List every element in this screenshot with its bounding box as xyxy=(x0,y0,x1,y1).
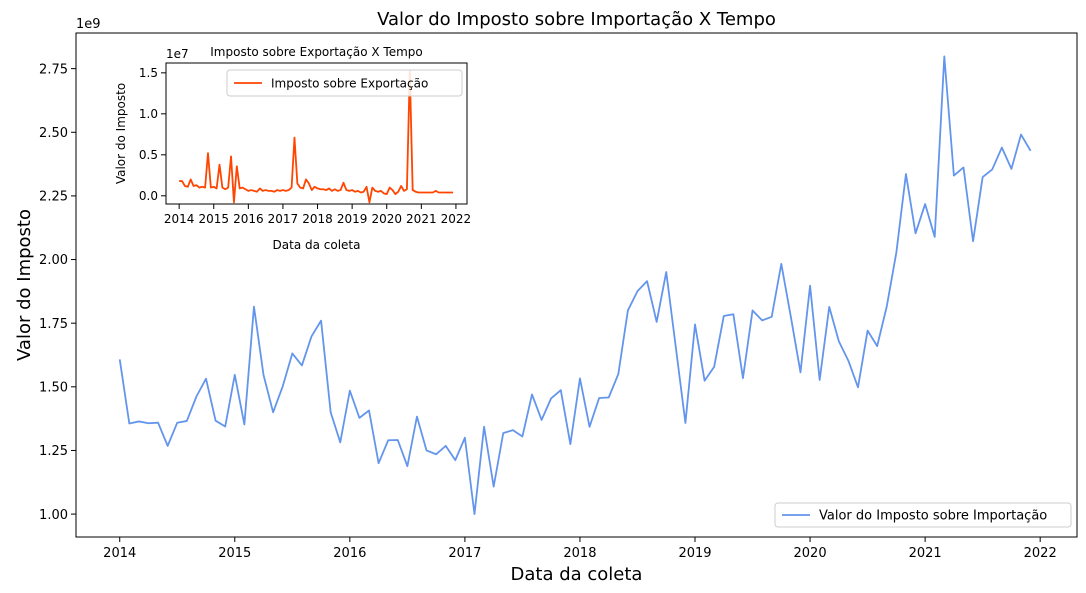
x-tick-label: 2016 xyxy=(333,546,366,561)
axes-frame xyxy=(165,62,468,205)
x-tick-label: 2021 xyxy=(909,546,942,561)
main-chart: 2014 2015 2016 2017 2018 2019 2020 2021 20221.00… xyxy=(14,9,1078,585)
x-tick-label: 2017 xyxy=(448,546,481,561)
legend-box xyxy=(774,502,1072,528)
x-tick-label: 2019 xyxy=(337,212,368,226)
y-tick-label: 2.00 xyxy=(39,253,68,268)
axes-frame xyxy=(75,32,1078,538)
y-tick-label: 1.75 xyxy=(39,317,68,332)
x-axis-label: Data da coleta xyxy=(273,238,361,252)
x-tick-label: 2014 xyxy=(164,212,195,226)
y-tick-label: 1.25 xyxy=(39,444,68,459)
inset-chart: 2014 2015 2016 2017 2018 2019 2020 2021 20220.00… xyxy=(114,45,471,252)
y-offset-label: 1e9 xyxy=(76,17,101,32)
x-tick-label: 2018 xyxy=(563,546,596,561)
legend-label: Valor do Imposto sobre Importação xyxy=(819,509,1047,524)
y-tick-label: 0.5 xyxy=(139,148,158,162)
x-tick-label: 2019 xyxy=(678,546,711,561)
y-tick-label: 1.5 xyxy=(139,66,158,80)
series-line xyxy=(118,55,1032,515)
x-tick-label: 2016 xyxy=(233,212,264,226)
y-tick-label: 1.0 xyxy=(139,107,158,121)
x-tick-label: 2014 xyxy=(103,546,136,561)
x-tick-label: 2015 xyxy=(198,212,229,226)
y-axis-label: Valor do Imposto xyxy=(14,209,35,361)
series-line xyxy=(179,70,454,204)
y-offset-label: 1e7 xyxy=(166,47,189,61)
chart-title: Imposto sobre Exportação X Tempo xyxy=(210,45,422,59)
y-tick-label: 1.00 xyxy=(39,508,68,523)
x-tick-label: 2022 xyxy=(1024,546,1057,561)
x-tick-label: 2020 xyxy=(371,212,402,226)
y-tick-label: 0.0 xyxy=(139,189,158,203)
legend-label: Imposto sobre Exportação xyxy=(271,76,428,90)
x-tick-label: 2015 xyxy=(218,546,251,561)
legend-box xyxy=(226,69,463,97)
chart-title: Valor do Imposto sobre Importação X Temp… xyxy=(377,9,776,30)
x-tick-label: 2020 xyxy=(794,546,827,561)
y-axis-label: Valor do Imposto xyxy=(114,83,128,184)
x-tick-label: 2021 xyxy=(406,212,437,226)
y-tick-label: 2.25 xyxy=(39,190,68,205)
x-tick-label: 2022 xyxy=(441,212,472,226)
y-tick-label: 2.50 xyxy=(39,126,68,141)
x-axis-label: Data da coleta xyxy=(511,564,643,585)
y-tick-label: 2.75 xyxy=(39,62,68,77)
x-tick-label: 2017 xyxy=(268,212,299,226)
y-tick-label: 1.50 xyxy=(39,380,68,395)
x-tick-label: 2018 xyxy=(302,212,333,226)
